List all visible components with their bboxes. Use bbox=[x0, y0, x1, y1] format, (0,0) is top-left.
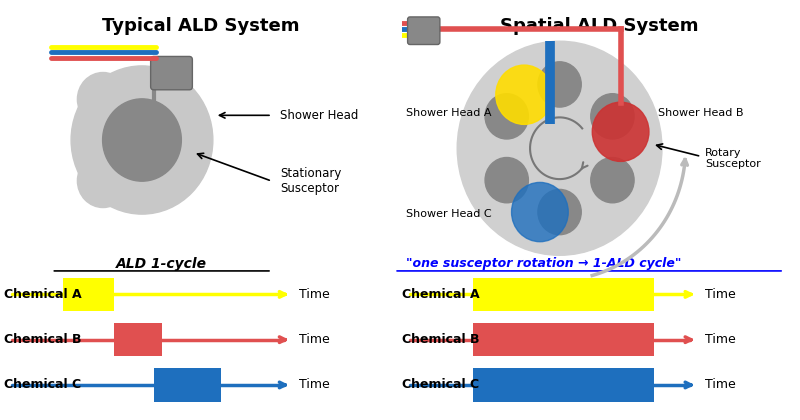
Text: Spatial ALD System: Spatial ALD System bbox=[500, 16, 698, 34]
Circle shape bbox=[511, 182, 568, 242]
Text: Chemical B: Chemical B bbox=[4, 333, 82, 346]
FancyBboxPatch shape bbox=[63, 278, 114, 311]
FancyBboxPatch shape bbox=[154, 368, 221, 402]
Text: Time: Time bbox=[299, 378, 330, 391]
FancyBboxPatch shape bbox=[114, 323, 162, 356]
FancyBboxPatch shape bbox=[473, 368, 654, 402]
FancyBboxPatch shape bbox=[150, 56, 192, 90]
Text: Shower Head: Shower Head bbox=[280, 109, 358, 122]
Circle shape bbox=[590, 158, 634, 203]
Circle shape bbox=[590, 94, 634, 139]
Circle shape bbox=[458, 41, 662, 255]
Text: Chemical B: Chemical B bbox=[402, 333, 479, 346]
FancyBboxPatch shape bbox=[473, 278, 654, 311]
FancyBboxPatch shape bbox=[473, 323, 654, 356]
Text: Rotary
Susceptor: Rotary Susceptor bbox=[706, 148, 761, 169]
Circle shape bbox=[538, 189, 582, 235]
Circle shape bbox=[485, 94, 528, 139]
Text: Typical ALD System: Typical ALD System bbox=[102, 16, 300, 34]
Circle shape bbox=[78, 73, 129, 126]
Text: Time: Time bbox=[706, 288, 736, 301]
Text: Chemical A: Chemical A bbox=[402, 288, 480, 301]
Text: Time: Time bbox=[299, 333, 330, 346]
Text: "one susceptor rotation → 1-ALD cycle": "one susceptor rotation → 1-ALD cycle" bbox=[406, 257, 682, 270]
Text: ALD 1-cycle: ALD 1-cycle bbox=[116, 257, 207, 271]
Circle shape bbox=[102, 99, 182, 181]
Text: Time: Time bbox=[706, 378, 736, 391]
Text: Stationary
Susceptor: Stationary Susceptor bbox=[280, 167, 341, 195]
Text: Shower Head A: Shower Head A bbox=[406, 108, 491, 118]
FancyBboxPatch shape bbox=[407, 17, 440, 45]
Circle shape bbox=[485, 158, 528, 203]
Circle shape bbox=[78, 154, 129, 207]
Circle shape bbox=[592, 102, 649, 161]
Circle shape bbox=[496, 65, 553, 124]
Text: Chemical C: Chemical C bbox=[402, 378, 479, 391]
Text: Shower Head C: Shower Head C bbox=[406, 209, 492, 219]
Text: Chemical C: Chemical C bbox=[4, 378, 82, 391]
Text: Shower Head B: Shower Head B bbox=[658, 108, 743, 118]
Circle shape bbox=[71, 66, 213, 214]
Text: Time: Time bbox=[706, 333, 736, 346]
Text: Chemical A: Chemical A bbox=[4, 288, 82, 301]
Text: Time: Time bbox=[299, 288, 330, 301]
Circle shape bbox=[538, 62, 582, 107]
